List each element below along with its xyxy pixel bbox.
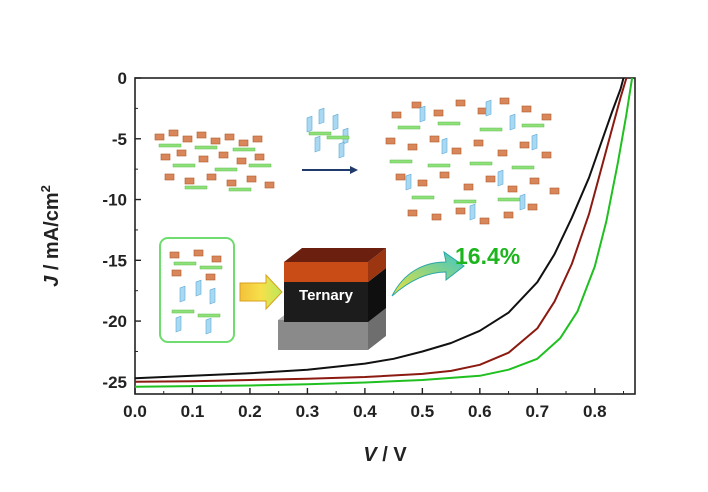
y-tick-label: -10 <box>102 191 127 210</box>
process-arrow-icon <box>239 273 283 311</box>
y-tick-label: -25 <box>102 373 127 392</box>
acceptor-molecule-illustration <box>306 107 350 159</box>
x-tick-label: 0.1 <box>181 402 205 421</box>
y-tick-label: -5 <box>112 130 127 149</box>
plot-frame <box>134 77 636 395</box>
jv-curve-3 <box>134 77 634 388</box>
x-tick-label: 0.6 <box>468 402 492 421</box>
molecular-packing-before-illustration <box>154 129 275 192</box>
y-tick-label: -20 <box>102 312 127 331</box>
y-tick-label: -15 <box>102 251 127 270</box>
efficiency-label: 16.4% <box>455 243 520 269</box>
ternary-morphology-illustration <box>385 97 560 225</box>
device-layer-label: Ternary <box>299 287 354 304</box>
jv-curves <box>134 77 634 388</box>
x-tick-label: 0.5 <box>411 402 435 421</box>
jv-curve-1 <box>134 77 625 380</box>
blend-components-box <box>159 237 235 343</box>
jv-curve-2 <box>134 77 628 383</box>
y-tick-label: 0 <box>118 69 127 88</box>
x-tick-label: 0.8 <box>583 402 607 421</box>
x-tick-label: 0.0 <box>123 402 147 421</box>
mixing-arrow-icon <box>302 166 358 174</box>
ternary-device-stack: Ternary <box>278 248 386 350</box>
x-tick-label: 0.7 <box>525 402 549 421</box>
x-axis-title: V / V <box>363 444 407 466</box>
x-tick-label: 0.2 <box>238 402 262 421</box>
y-axis-ticks: 0 -5 -10 -15 -20 -25 <box>102 69 141 392</box>
x-axis-ticks: 0.0 0.1 0.2 0.3 0.4 0.5 0.6 0.7 0.8 <box>123 388 625 421</box>
efficiency-arrow-icon <box>391 250 465 297</box>
x-tick-label: 0.3 <box>296 402 320 421</box>
x-tick-label: 0.4 <box>353 402 377 421</box>
y-axis-title: J / mA/cm2 <box>38 185 63 287</box>
